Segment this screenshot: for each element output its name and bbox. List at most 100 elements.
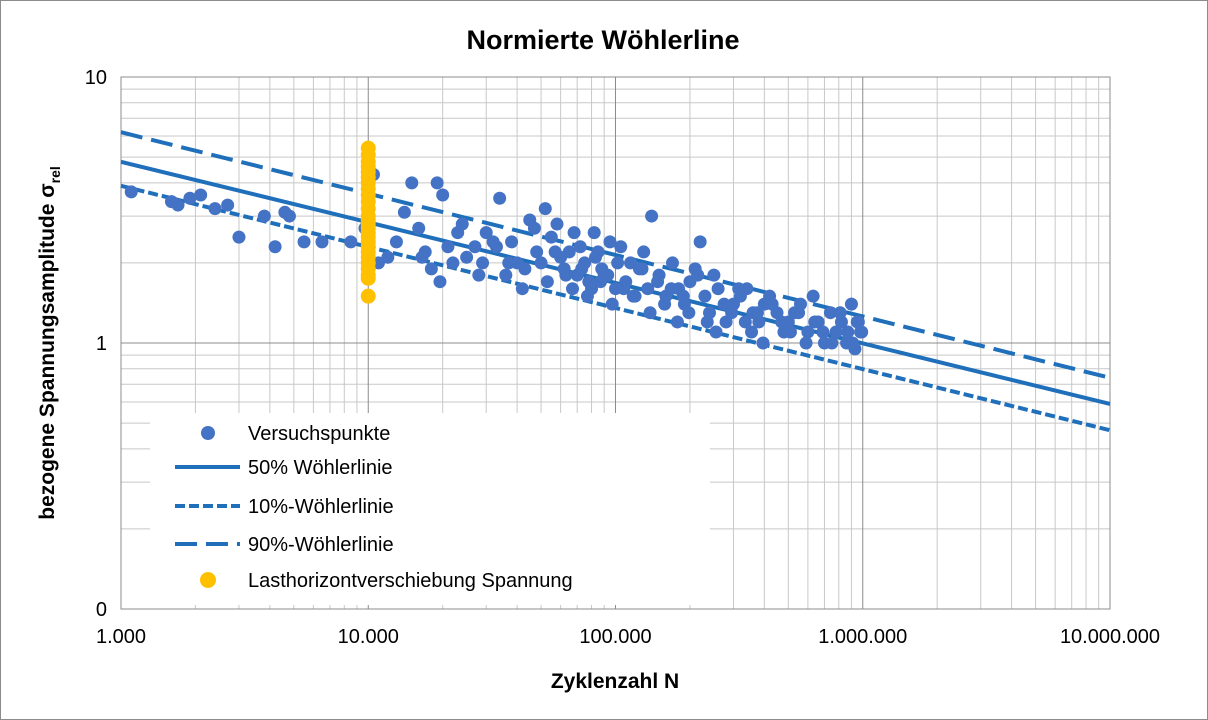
data-point bbox=[476, 256, 490, 270]
data-point bbox=[806, 289, 820, 303]
data-point bbox=[257, 209, 271, 223]
data-point bbox=[614, 240, 628, 254]
data-point bbox=[775, 315, 789, 329]
data-point bbox=[626, 289, 640, 303]
data-point bbox=[430, 176, 444, 190]
data-point bbox=[792, 306, 806, 320]
data-point bbox=[816, 325, 830, 339]
y-tick-label: 10 bbox=[85, 67, 107, 89]
x-tick-label: 1.000.000 bbox=[818, 626, 907, 648]
data-point bbox=[515, 282, 529, 296]
legend-label-versuchspunkte: Versuchspunkte bbox=[248, 423, 390, 445]
legend-item-10-woehlerlinie: 10%-Wöhlerlinie bbox=[175, 496, 394, 518]
data-point bbox=[682, 306, 696, 320]
data-point bbox=[446, 256, 460, 270]
data-point bbox=[565, 282, 579, 296]
data-point bbox=[783, 325, 797, 339]
legend-item-versuchspunkte: Versuchspunkte bbox=[201, 423, 390, 445]
data-point bbox=[479, 226, 493, 240]
data-point bbox=[641, 282, 655, 296]
data-point bbox=[801, 325, 815, 339]
legend: Versuchspunkte 50% Wöhlerlinie 10%-Wöhle… bbox=[150, 413, 710, 605]
data-point bbox=[605, 297, 619, 311]
data-point bbox=[527, 221, 541, 235]
load-shift-point bbox=[360, 140, 376, 156]
data-point bbox=[693, 235, 707, 249]
series-line-long bbox=[120, 130, 1111, 380]
data-point bbox=[850, 315, 864, 329]
data-point bbox=[635, 262, 649, 276]
data-point bbox=[405, 176, 419, 190]
data-point bbox=[676, 289, 690, 303]
data-point bbox=[745, 325, 759, 339]
data-point bbox=[658, 297, 672, 311]
data-point bbox=[611, 256, 625, 270]
data-point bbox=[548, 245, 562, 259]
data-point bbox=[518, 262, 532, 276]
data-point bbox=[183, 191, 197, 205]
data-point bbox=[844, 297, 858, 311]
x-tick-label: 10.000.000 bbox=[1060, 626, 1160, 648]
data-point bbox=[550, 217, 564, 231]
data-point bbox=[460, 250, 474, 264]
data-point bbox=[617, 282, 631, 296]
data-point bbox=[424, 262, 438, 276]
data-point bbox=[282, 209, 296, 223]
x-tick-labels: 1.000 10.000 100.000 1.000.000 10.000.000 bbox=[96, 626, 1160, 648]
data-point bbox=[124, 185, 138, 199]
data-point bbox=[573, 240, 587, 254]
data-point bbox=[194, 188, 208, 202]
legend-box bbox=[150, 413, 710, 605]
data-point bbox=[651, 275, 665, 289]
x-tick-label: 10.000 bbox=[338, 626, 399, 648]
data-point bbox=[493, 191, 507, 205]
data-point bbox=[381, 250, 395, 264]
data-point bbox=[750, 306, 764, 320]
y-tick-labels: 0 1 10 bbox=[85, 67, 107, 621]
data-point bbox=[732, 282, 746, 296]
data-point bbox=[587, 226, 601, 240]
data-point bbox=[698, 289, 712, 303]
y-tick-label: 1 bbox=[96, 333, 107, 355]
data-point bbox=[538, 202, 552, 216]
legend-marker-versuchspunkte bbox=[201, 426, 215, 440]
data-point bbox=[489, 240, 503, 254]
x-axis-title: Zyklenzahl N bbox=[551, 670, 679, 693]
legend-item-lasthorizontverschiebung: Lasthorizontverschiebung Spannung bbox=[200, 570, 573, 592]
data-point bbox=[433, 275, 447, 289]
data-point bbox=[415, 250, 429, 264]
series-layer bbox=[120, 130, 1111, 433]
load-shift-point bbox=[360, 288, 376, 304]
data-point bbox=[846, 336, 860, 350]
data-point bbox=[799, 336, 813, 350]
data-point bbox=[171, 198, 185, 212]
y-axis-title-sub: rel bbox=[47, 166, 63, 183]
legend-label-10-woehlerlinie: 10%-Wöhlerlinie bbox=[248, 496, 394, 518]
x-tick-label: 1.000 bbox=[96, 626, 146, 648]
data-point bbox=[829, 325, 843, 339]
data-point bbox=[559, 268, 573, 282]
data-point bbox=[232, 230, 246, 244]
legend-label-90-woehlerlinie: 90%-Wöhlerlinie bbox=[248, 534, 394, 556]
y-tick-label: 0 bbox=[96, 599, 107, 621]
data-point bbox=[580, 289, 594, 303]
data-point bbox=[823, 306, 837, 320]
data-point bbox=[707, 268, 721, 282]
data-point bbox=[505, 235, 519, 249]
data-point bbox=[499, 268, 513, 282]
data-point bbox=[544, 230, 558, 244]
data-point bbox=[389, 235, 403, 249]
data-point bbox=[738, 315, 752, 329]
data-point bbox=[808, 315, 822, 329]
data-point bbox=[534, 256, 548, 270]
data-point bbox=[643, 306, 657, 320]
data-point bbox=[268, 240, 282, 254]
data-point bbox=[709, 325, 723, 339]
legend-item-90-woehlerlinie: 90%-Wöhlerlinie bbox=[175, 534, 394, 556]
data-point bbox=[468, 240, 482, 254]
data-point bbox=[540, 275, 554, 289]
data-point bbox=[664, 282, 678, 296]
data-point bbox=[441, 240, 455, 254]
data-point bbox=[665, 256, 679, 270]
